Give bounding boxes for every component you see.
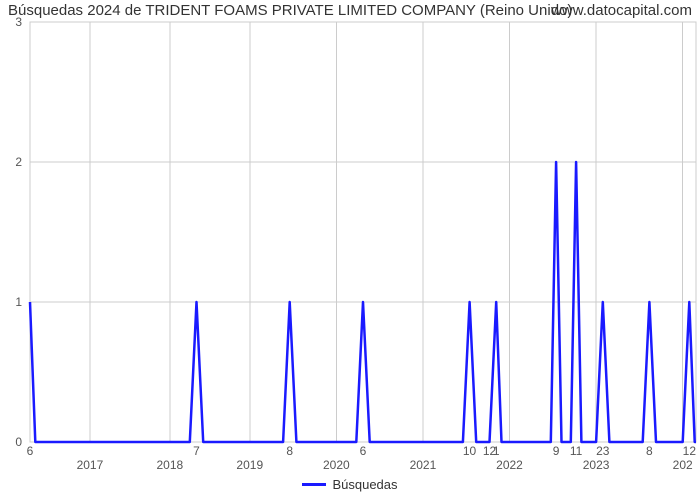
- chart-legend: Búsquedas: [0, 476, 700, 492]
- svg-text:12: 12: [683, 444, 697, 458]
- svg-text:6: 6: [360, 444, 367, 458]
- svg-text:7: 7: [193, 444, 200, 458]
- svg-text:2022: 2022: [496, 458, 523, 470]
- legend-swatch: [302, 483, 326, 486]
- svg-text:8: 8: [646, 444, 653, 458]
- svg-text:1: 1: [493, 444, 500, 458]
- chart-source: www.datocapital.com: [551, 2, 692, 19]
- svg-text:1: 1: [15, 295, 22, 309]
- svg-text:8: 8: [286, 444, 293, 458]
- x-year-labels: 2017 2018 2019 2020 2021 2022 2023 202: [77, 458, 693, 470]
- svg-text:2019: 2019: [236, 458, 263, 470]
- svg-text:6: 6: [27, 444, 34, 458]
- svg-text:10: 10: [463, 444, 477, 458]
- svg-text:2020: 2020: [323, 458, 350, 470]
- svg-text:2023: 2023: [583, 458, 610, 470]
- svg-text:2017: 2017: [77, 458, 104, 470]
- x-value-labels: 67861012191123812: [27, 444, 697, 458]
- svg-text:202: 202: [673, 458, 693, 470]
- chart-container: Búsquedas 2024 de TRIDENT FOAMS PRIVATE …: [0, 0, 700, 500]
- svg-text:9: 9: [553, 444, 560, 458]
- chart-grid: [30, 22, 696, 442]
- svg-text:2021: 2021: [410, 458, 437, 470]
- svg-text:2018: 2018: [157, 458, 184, 470]
- svg-text:11: 11: [570, 444, 583, 458]
- legend-label: Búsquedas: [332, 477, 397, 492]
- chart-title: Búsquedas 2024 de TRIDENT FOAMS PRIVATE …: [8, 2, 572, 19]
- chart-svg: 0123 67861012191123812 20172018201920202…: [0, 0, 700, 470]
- svg-text:23: 23: [596, 444, 610, 458]
- svg-text:0: 0: [15, 435, 22, 449]
- svg-text:2: 2: [15, 155, 22, 169]
- y-axis: 0123: [15, 15, 22, 449]
